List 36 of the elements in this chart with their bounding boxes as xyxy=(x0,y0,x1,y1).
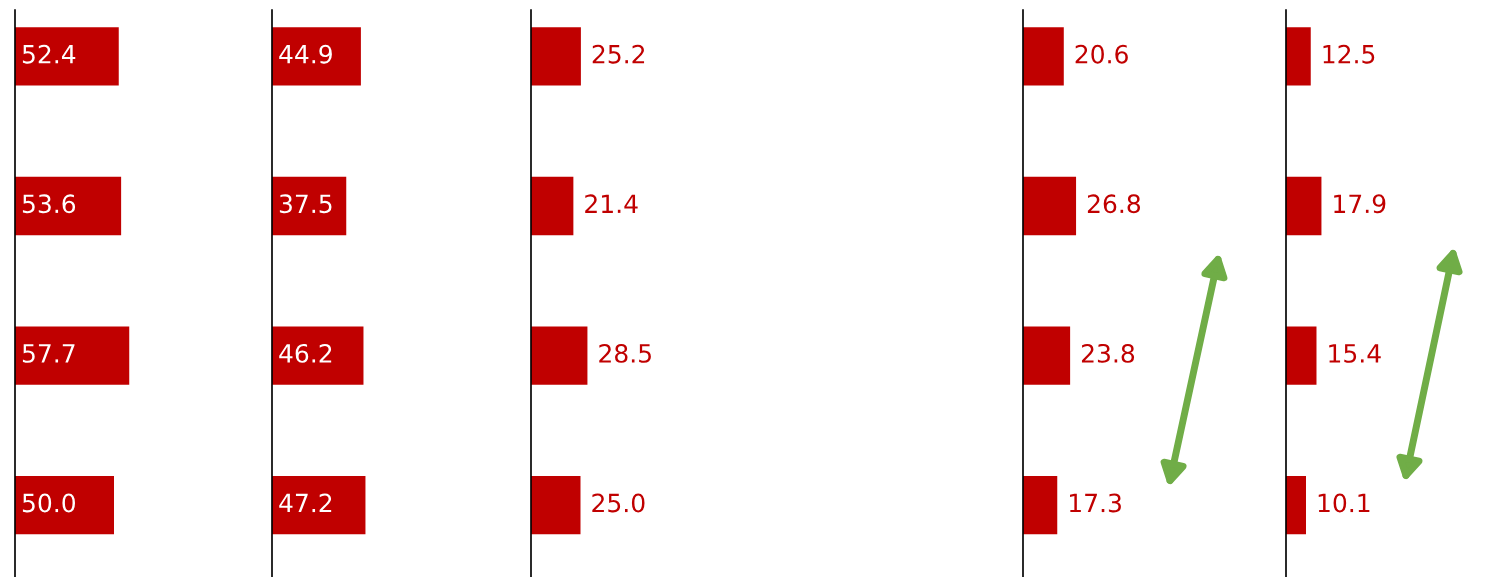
bar xyxy=(531,27,581,86)
data-label: 52.4 xyxy=(22,44,76,64)
bar xyxy=(272,476,366,535)
data-label: 53.6 xyxy=(22,194,76,214)
bar xyxy=(1023,176,1077,236)
bar xyxy=(1286,326,1317,385)
bar xyxy=(531,476,581,535)
data-label: 25.2 xyxy=(592,44,645,64)
bar xyxy=(1286,476,1306,535)
data-label: 12.5 xyxy=(1323,44,1375,64)
bar xyxy=(1286,27,1311,86)
bar xyxy=(1023,326,1071,385)
data-label: 25.0 xyxy=(592,493,645,513)
bar xyxy=(531,176,574,236)
bar xyxy=(1286,176,1322,236)
data-label: 26.8 xyxy=(1087,194,1141,214)
bar xyxy=(272,176,347,236)
data-label: 47.2 xyxy=(279,493,332,513)
data-label: 46.2 xyxy=(279,343,332,363)
bar xyxy=(1023,476,1058,535)
data-label: 10.1 xyxy=(1318,493,1370,513)
data-label: 57.7 xyxy=(22,344,75,363)
data-label: 37.5 xyxy=(279,194,332,214)
bar xyxy=(1023,27,1064,86)
data-label: 17.3 xyxy=(1070,493,1121,513)
data-label: 17.9 xyxy=(1334,194,1386,214)
bar xyxy=(531,326,588,385)
data-label: 21.4 xyxy=(585,194,638,213)
bar xyxy=(272,27,361,86)
data-label: 50.0 xyxy=(22,493,75,513)
data-label: 23.8 xyxy=(1081,343,1135,363)
data-label: 20.6 xyxy=(1075,44,1128,64)
data-label: 44.9 xyxy=(279,44,332,64)
bar xyxy=(272,326,364,385)
data-label: 15.4 xyxy=(1329,344,1381,363)
data-label: 28.5 xyxy=(599,343,651,363)
